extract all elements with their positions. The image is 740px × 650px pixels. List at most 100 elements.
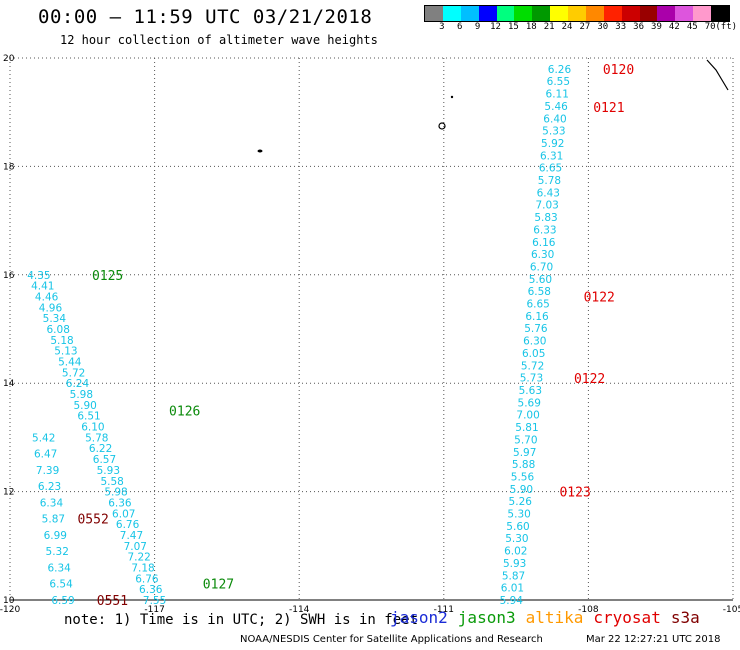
wave-height-value: 5.42	[32, 432, 55, 444]
wave-height-value: 6.34	[47, 562, 71, 574]
wave-height-value: 5.13	[54, 346, 77, 358]
wave-height-value: 7.55	[143, 595, 166, 607]
wave-height-value: 6.43	[537, 187, 560, 199]
wave-height-value: 6.36	[139, 584, 163, 596]
lon-tick-label: -120	[0, 605, 20, 615]
pass-time-label: 0122	[574, 372, 605, 387]
wave-height-value: 5.72	[521, 360, 544, 372]
wave-height-value: 5.56	[511, 471, 535, 483]
pass-time-label: 0552	[77, 513, 108, 528]
satellite-legend-altika: altika	[525, 608, 584, 627]
scale-swatch	[711, 6, 729, 21]
wave-height-value: 5.60	[506, 521, 529, 533]
pass-time-label: 0123	[559, 486, 590, 501]
scale-label: 45	[686, 22, 698, 32]
wave-height-value: 4.35	[27, 270, 50, 282]
wave-height-value: 4.96	[39, 302, 63, 314]
scale-unit: (ft)	[715, 22, 738, 32]
scale-swatch	[657, 6, 676, 21]
wave-height-value: 6.08	[47, 324, 70, 336]
wave-height-value: 7.07	[124, 541, 147, 553]
wave-height-value: 6.54	[49, 579, 73, 591]
lon-tick-label: -111	[434, 605, 454, 615]
wave-height-value: 6.40	[543, 113, 566, 125]
wave-height-value: 7.47	[120, 530, 143, 542]
wave-height-value: 5.90	[73, 400, 96, 412]
wave-height-value: 6.33	[533, 224, 556, 236]
wave-height-value: 5.88	[512, 459, 535, 471]
wave-height-value: 7.22	[127, 552, 150, 564]
lat-tick-label: 10	[3, 596, 15, 606]
scale-label: 70	[704, 22, 716, 32]
wave-height-value: 5.81	[515, 422, 538, 434]
satellite-legend-cryosat: cryosat	[593, 608, 661, 627]
scale-label: 18	[525, 22, 537, 32]
satellite-legend-jason3: jason3	[457, 608, 516, 627]
wave-height-value: 6.30	[531, 249, 554, 261]
wave-height-value: 6.23	[38, 481, 61, 493]
wave-height-value: 6.26	[548, 64, 572, 76]
scale-swatch	[568, 6, 586, 21]
scale-label: 24	[561, 22, 573, 32]
scale-label: 39	[651, 22, 662, 32]
color-scale-labels: 3 6 9 12 15 18 21 24 27 30 33 36 39 42 45 70 (ft)	[424, 22, 738, 34]
scale-label: 27	[579, 22, 591, 32]
island-dot	[450, 95, 454, 99]
scale-label: 6	[457, 22, 463, 32]
scale-label: 21	[543, 22, 555, 32]
wave-height-value: 6.34	[40, 497, 64, 509]
scale-swatch	[675, 6, 694, 21]
wave-height-value: 5.63	[519, 385, 542, 397]
wave-height-value: 6.24	[66, 378, 90, 390]
scale-label: 36	[633, 22, 644, 32]
wave-height-value: 6.01	[501, 583, 524, 595]
scale-swatch	[603, 6, 622, 21]
scale-label: 12	[490, 22, 501, 32]
lat-tick-label: 14	[3, 379, 15, 389]
coastline-mainland	[706, 59, 729, 91]
wave-height-value: 5.93	[97, 465, 120, 477]
wave-height-value: 5.18	[50, 335, 73, 347]
scale-swatch	[639, 6, 658, 21]
scale-swatch	[425, 6, 443, 21]
wave-height-value: 5.93	[503, 558, 526, 570]
wave-height-value: 6.16	[525, 311, 549, 323]
wave-height-value: 5.78	[85, 432, 108, 444]
wave-height-value: 6.36	[108, 497, 132, 509]
satellite-legend-s3a: s3a	[670, 608, 700, 627]
wave-height-value: 5.90	[510, 484, 533, 496]
wave-height-value: 6.02	[504, 546, 527, 558]
wave-height-value: 5.30	[505, 533, 528, 545]
lat-tick-label: 12	[3, 488, 14, 498]
wave-height-value: 5.34	[43, 313, 67, 325]
pass-time-label: 0126	[169, 404, 200, 419]
footer-note: note: 1) Time is in UTC; 2) SWH is in fe…	[64, 612, 419, 628]
wave-height-value: 6.58	[528, 286, 551, 298]
wave-height-value: 5.30	[507, 509, 530, 521]
scale-label: 15	[507, 22, 519, 32]
pass-time-label: 0120	[603, 63, 634, 78]
wave-height-value: 7.39	[36, 465, 59, 477]
scale-label: 30	[597, 22, 609, 32]
wave-height-value: 6.10	[81, 422, 104, 434]
wave-height-value: 6.47	[34, 449, 57, 461]
wave-height-value: 5.46	[544, 101, 568, 113]
wave-height-value: 5.70	[514, 434, 537, 446]
wave-height-value: 5.72	[62, 367, 85, 379]
lat-tick-label: 16	[3, 271, 15, 281]
scale-label: 9	[474, 22, 481, 32]
lat-tick-label: 20	[3, 54, 15, 64]
scale-swatch	[496, 6, 515, 21]
wave-height-value: 6.51	[77, 411, 100, 423]
wave-height-value: 5.97	[513, 447, 536, 459]
scale-label: 42	[668, 22, 680, 32]
color-scale-bar	[424, 5, 730, 22]
scale-swatch	[693, 6, 711, 21]
lat-tick-label: 18	[3, 162, 15, 172]
wave-height-value: 6.99	[44, 530, 67, 542]
wave-height-value: 7.18	[131, 562, 154, 574]
wave-height-value: 5.76	[524, 323, 548, 335]
wave-height-value: 6.76	[116, 519, 140, 531]
wave-height-value: 5.26	[509, 496, 533, 508]
